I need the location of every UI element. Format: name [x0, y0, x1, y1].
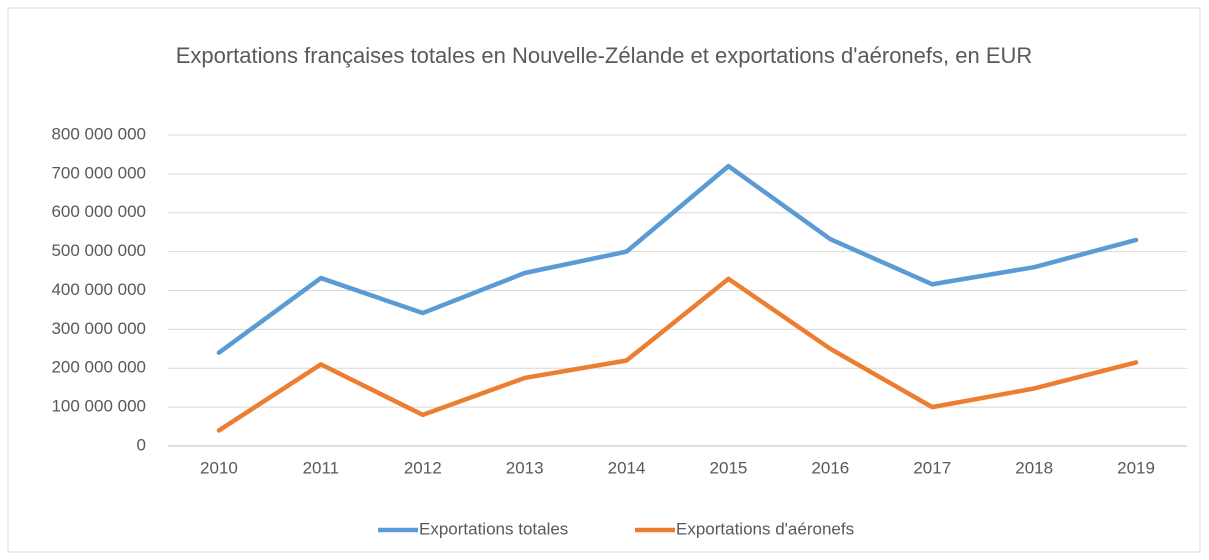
x-tick-label: 2012	[404, 458, 442, 477]
legend-label: Exportations d'aéronefs	[676, 519, 854, 538]
y-tick-label: 800 000 000	[51, 124, 146, 143]
x-tick-label: 2014	[608, 458, 646, 477]
y-tick-label: 300 000 000	[51, 319, 146, 338]
y-tick-label: 500 000 000	[51, 241, 146, 260]
series-line	[216, 163, 1139, 355]
series-line	[216, 276, 1139, 433]
x-tick-label: 2018	[1015, 458, 1053, 477]
y-tick-label: 700 000 000	[51, 163, 146, 182]
x-tick-label: 2019	[1117, 458, 1155, 477]
legend-label: Exportations totales	[419, 519, 568, 538]
x-tick-label: 2015	[710, 458, 748, 477]
y-tick-label: 100 000 000	[51, 397, 146, 416]
y-tick-label: 200 000 000	[51, 358, 146, 377]
chart-border	[7, 7, 1201, 553]
chart-title: Exportations françaises totales en Nouve…	[175, 43, 1033, 68]
y-tick-label: 400 000 000	[51, 280, 146, 299]
x-tick-label: 2010	[200, 458, 238, 477]
x-tick-label: 2011	[303, 458, 340, 477]
y-tick-label: 0	[137, 435, 146, 454]
x-tick-label: 2013	[506, 458, 544, 477]
x-tick-label: 2017	[913, 458, 951, 477]
x-tick-label: 2016	[811, 458, 849, 477]
y-tick-label: 600 000 000	[51, 202, 146, 221]
